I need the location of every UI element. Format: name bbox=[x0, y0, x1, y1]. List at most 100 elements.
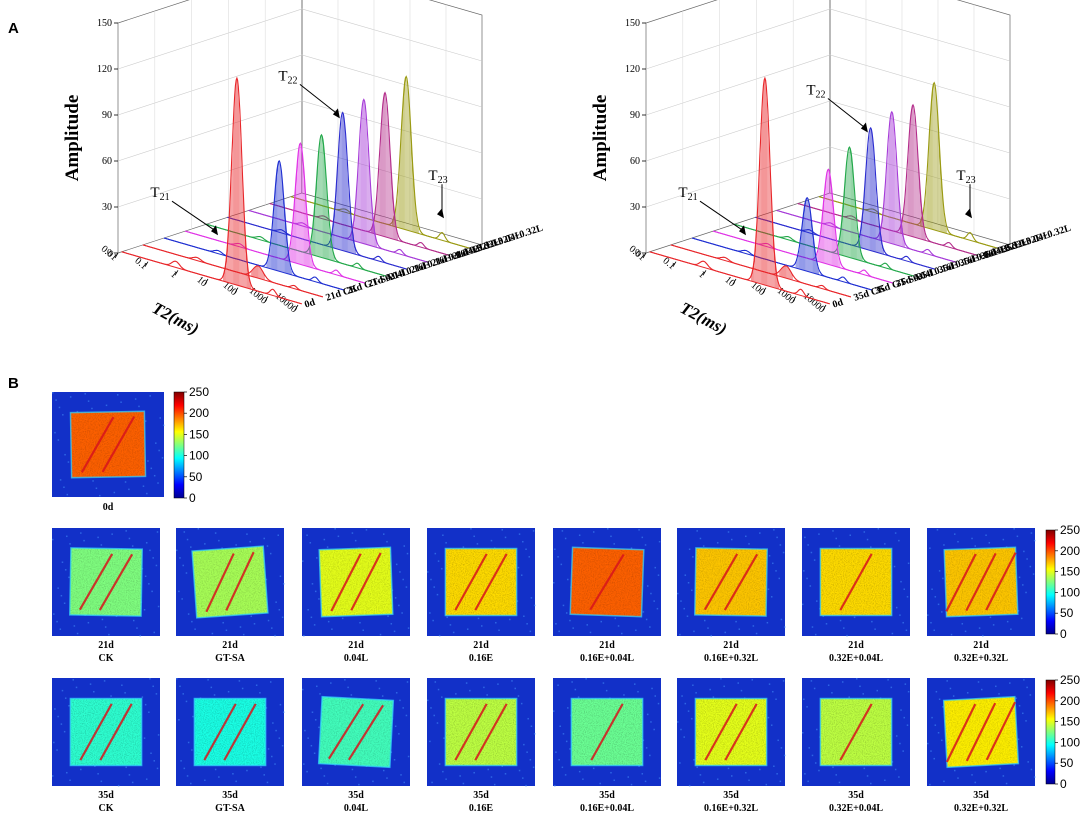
noise-speck bbox=[530, 597, 533, 599]
noise-speck bbox=[961, 623, 964, 625]
noise-speck bbox=[52, 392, 54, 394]
x-tick bbox=[672, 261, 677, 267]
noise-speck bbox=[981, 688, 983, 691]
image-label-sample: 0.32E+0.04L bbox=[829, 653, 883, 664]
noise-speck bbox=[136, 627, 138, 629]
noise-speck bbox=[316, 557, 318, 559]
colorbar-gradient bbox=[173, 391, 185, 499]
fat-streak bbox=[454, 553, 488, 611]
noise-speck bbox=[565, 612, 568, 614]
noise-speck bbox=[187, 613, 190, 615]
noise-speck bbox=[803, 570, 805, 572]
noise-speck bbox=[105, 404, 108, 407]
series-line bbox=[691, 196, 873, 291]
noise-speck bbox=[653, 600, 655, 602]
noise-speck bbox=[307, 609, 309, 611]
sample-tissue bbox=[192, 546, 268, 618]
noise-speck bbox=[91, 407, 93, 410]
noise-speck bbox=[592, 531, 595, 533]
noise-speck bbox=[399, 571, 401, 573]
noise-speck bbox=[469, 689, 471, 692]
noise-speck bbox=[727, 767, 730, 770]
noise-speck bbox=[645, 618, 648, 621]
noise-speck bbox=[807, 780, 809, 783]
arrowhead bbox=[437, 208, 444, 219]
noise-speck bbox=[863, 767, 866, 770]
noise-speck bbox=[941, 611, 943, 613]
noise-speck bbox=[395, 563, 398, 566]
noise-speck bbox=[277, 534, 280, 536]
noise-speck bbox=[610, 535, 612, 538]
noise-speck bbox=[259, 692, 261, 694]
y-tick-label: 90 bbox=[630, 110, 640, 121]
noise-speck bbox=[751, 679, 754, 681]
noise-speck bbox=[436, 593, 439, 596]
noise-speck bbox=[381, 695, 384, 697]
noise-speck bbox=[782, 680, 785, 682]
noise-speck bbox=[779, 544, 782, 546]
noise-speck bbox=[938, 698, 941, 701]
noise-speck bbox=[455, 693, 457, 695]
sample-block bbox=[819, 697, 893, 767]
mri-image bbox=[802, 678, 910, 786]
noise-speck bbox=[644, 544, 647, 546]
fat-streak bbox=[79, 703, 113, 761]
noise-speck bbox=[582, 542, 584, 544]
back-wall bbox=[301, 0, 483, 246]
noise-speck bbox=[985, 534, 987, 536]
colorbar-gradient bbox=[1045, 529, 1056, 635]
image-label-time: 35d bbox=[599, 790, 615, 801]
noise-speck bbox=[62, 414, 64, 416]
y-axis-title: Amplitude bbox=[62, 95, 83, 182]
noise-speck bbox=[783, 754, 786, 757]
sample-edge bbox=[69, 697, 143, 767]
noise-speck bbox=[351, 532, 354, 534]
arrowhead bbox=[860, 122, 868, 133]
image-label-sample: GT-SA bbox=[215, 803, 245, 814]
noise-speck bbox=[178, 590, 180, 593]
noise-speck bbox=[504, 773, 507, 775]
noise-speck bbox=[466, 628, 469, 630]
noise-speck bbox=[585, 678, 587, 680]
series-0: 0d bbox=[121, 76, 317, 311]
noise-speck bbox=[242, 633, 245, 636]
noise-speck bbox=[182, 564, 184, 567]
peak-label-sub: 22 bbox=[288, 75, 298, 86]
noise-speck bbox=[904, 683, 907, 685]
image-label-time: 21d bbox=[473, 640, 489, 651]
noise-speck bbox=[687, 582, 690, 584]
noise-speck bbox=[748, 543, 750, 545]
noise-speck bbox=[572, 627, 574, 629]
noise-speck bbox=[318, 726, 320, 729]
noise-speck bbox=[347, 686, 349, 689]
noise-speck bbox=[1026, 686, 1028, 689]
sample-edge bbox=[569, 546, 645, 618]
colorbar: 250 200 150 100 50 0 bbox=[1045, 523, 1080, 641]
noise-speck bbox=[974, 781, 977, 784]
noise-speck bbox=[394, 725, 397, 728]
noise-speck bbox=[681, 695, 683, 697]
noise-speck bbox=[67, 461, 70, 463]
noise-speck bbox=[988, 542, 991, 544]
noise-speck bbox=[362, 629, 364, 632]
sample-block bbox=[819, 547, 893, 617]
noise-speck bbox=[954, 769, 956, 772]
noise-speck bbox=[957, 777, 959, 779]
noise-speck bbox=[433, 714, 435, 717]
noise-speck bbox=[838, 545, 841, 547]
noise-speck bbox=[269, 552, 272, 555]
colorbar-tick-label: 50 bbox=[1060, 756, 1074, 770]
noise-speck bbox=[856, 678, 858, 680]
noise-speck bbox=[876, 689, 879, 692]
noise-speck bbox=[952, 695, 955, 697]
noise-speck bbox=[97, 536, 99, 539]
peak-label-sub: 23 bbox=[966, 175, 976, 186]
sample-tissue bbox=[319, 547, 393, 617]
noise-speck bbox=[437, 688, 440, 691]
mri-image bbox=[427, 678, 536, 787]
noise-speck bbox=[835, 774, 837, 776]
noise-speck bbox=[511, 680, 513, 682]
noise-speck bbox=[395, 692, 398, 694]
noise-speck bbox=[442, 534, 444, 536]
noise-speck bbox=[930, 621, 932, 624]
